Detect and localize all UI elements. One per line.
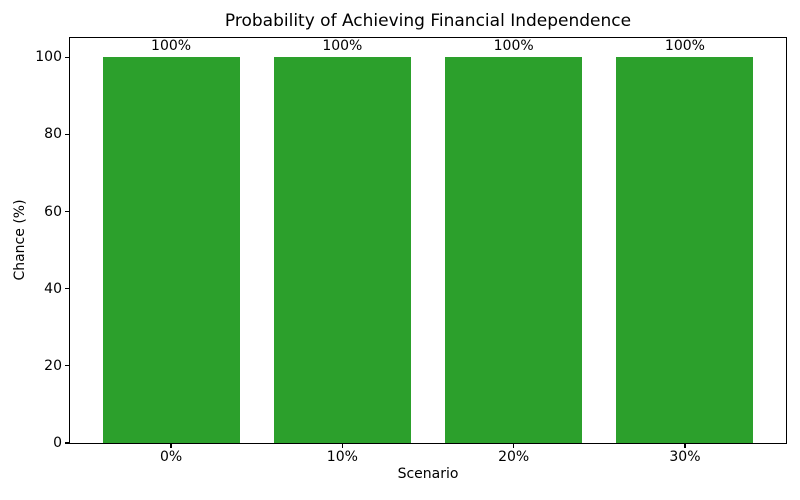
x-tick-label: 0% — [159, 449, 183, 465]
bar-value-label: 100% — [322, 38, 363, 55]
x-tick-label: 30% — [669, 449, 701, 465]
y-tick — [65, 210, 69, 213]
y-tick — [65, 442, 69, 444]
x-tick — [170, 444, 172, 448]
y-tick-label: 20 — [44, 357, 62, 374]
x-tick-label: 20% — [498, 449, 530, 465]
bar — [616, 57, 754, 443]
x-axis-label: Scenario — [397, 466, 459, 482]
y-tick — [65, 133, 69, 136]
x-tick-label: 10% — [326, 449, 358, 465]
bar — [445, 57, 583, 443]
bar — [102, 57, 240, 443]
bar-value-label: 100% — [493, 38, 534, 55]
x-tick — [341, 444, 343, 448]
y-tick-label: 80 — [44, 126, 62, 143]
bar-value-label: 100% — [151, 38, 192, 55]
bar-value-label: 100% — [664, 38, 705, 55]
x-tick — [513, 444, 515, 448]
x-tick — [684, 444, 686, 448]
bar — [273, 57, 411, 443]
y-tick — [65, 56, 69, 58]
y-tick-label: 100 — [35, 49, 62, 66]
y-tick — [65, 365, 69, 367]
y-tick-label: 60 — [44, 203, 62, 220]
y-tick-label: 40 — [44, 280, 62, 297]
y-tick — [65, 288, 69, 290]
chart-title: Probability of Achieving Financial Indep… — [224, 11, 632, 31]
y-tick-label: 0 — [53, 435, 62, 451]
plot-area: 0 20 40 60 80 100 100% 0% 100% 10% 100% 20% 100% 30% — [35, 37, 787, 464]
